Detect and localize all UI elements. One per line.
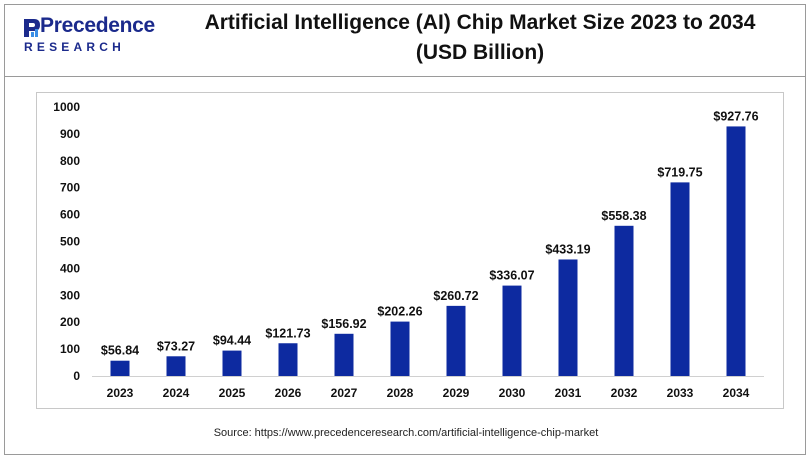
data-label: $121.73 (265, 326, 310, 340)
brand-name: Precedence (40, 14, 155, 37)
x-tick-label: 2023 (107, 386, 134, 400)
data-label: $94.44 (213, 334, 251, 348)
x-tick-label: 2034 (723, 386, 750, 400)
x-tick-label: 2030 (499, 386, 526, 400)
bar (110, 360, 130, 376)
chart-title-line-2: (USD Billion) (415, 41, 545, 64)
bar (726, 126, 746, 377)
data-label: $156.92 (321, 317, 366, 331)
bar (334, 333, 354, 376)
y-tick-label: 300 (60, 288, 80, 302)
brand-tagline: RESEARCH (24, 40, 125, 54)
data-label: $719.75 (657, 165, 702, 179)
y-tick-label: 1000 (53, 100, 80, 114)
y-tick-label: 200 (60, 315, 80, 329)
x-tick-label: 2032 (611, 386, 638, 400)
x-tick-label: 2025 (219, 386, 246, 400)
data-label: $336.07 (489, 269, 534, 283)
x-tick-label: 2029 (443, 386, 470, 400)
data-label: $73.27 (157, 339, 195, 353)
chart-title-line-1: Artificial Intelligence (AI) Chip Market… (204, 11, 756, 34)
x-tick-label: 2028 (387, 386, 414, 400)
y-tick-label: 900 (60, 127, 80, 141)
x-tick-label: 2024 (163, 386, 190, 400)
y-tick-label: 400 (60, 261, 80, 275)
title-divider (4, 76, 806, 77)
bar (390, 321, 410, 376)
data-label: $56.84 (101, 344, 139, 358)
data-label: $927.76 (713, 109, 758, 123)
y-tick-label: 0 (73, 369, 80, 383)
bar (166, 356, 186, 376)
brand-mark-icon (24, 19, 40, 37)
brand-logo: Precedence RESEARCH (22, 14, 155, 60)
y-tick-label: 100 (60, 342, 80, 356)
y-tick-label: 700 (60, 181, 80, 195)
x-tick-label: 2033 (667, 386, 694, 400)
x-tick-label: 2031 (555, 386, 582, 400)
plot-area-border (36, 92, 784, 409)
y-tick-label: 600 (60, 208, 80, 222)
data-label: $202.26 (377, 305, 422, 319)
x-tick-label: 2027 (331, 386, 358, 400)
data-label: $433.19 (545, 242, 590, 256)
bar (222, 350, 242, 376)
bar (502, 285, 522, 376)
data-label: $558.38 (601, 209, 646, 223)
x-tick-label: 2026 (275, 386, 302, 400)
source-note: Source: https://www.precedenceresearch.c… (213, 427, 599, 439)
bar (446, 305, 466, 376)
bar (278, 343, 298, 376)
chart-title: Artificial Intelligence (AI) Chip Market… (170, 8, 790, 68)
y-tick-label: 800 (60, 154, 80, 168)
bar (614, 225, 634, 376)
data-label: $260.72 (433, 289, 478, 303)
y-tick-label: 500 (60, 235, 80, 249)
bar (558, 259, 578, 376)
bar (670, 182, 690, 376)
